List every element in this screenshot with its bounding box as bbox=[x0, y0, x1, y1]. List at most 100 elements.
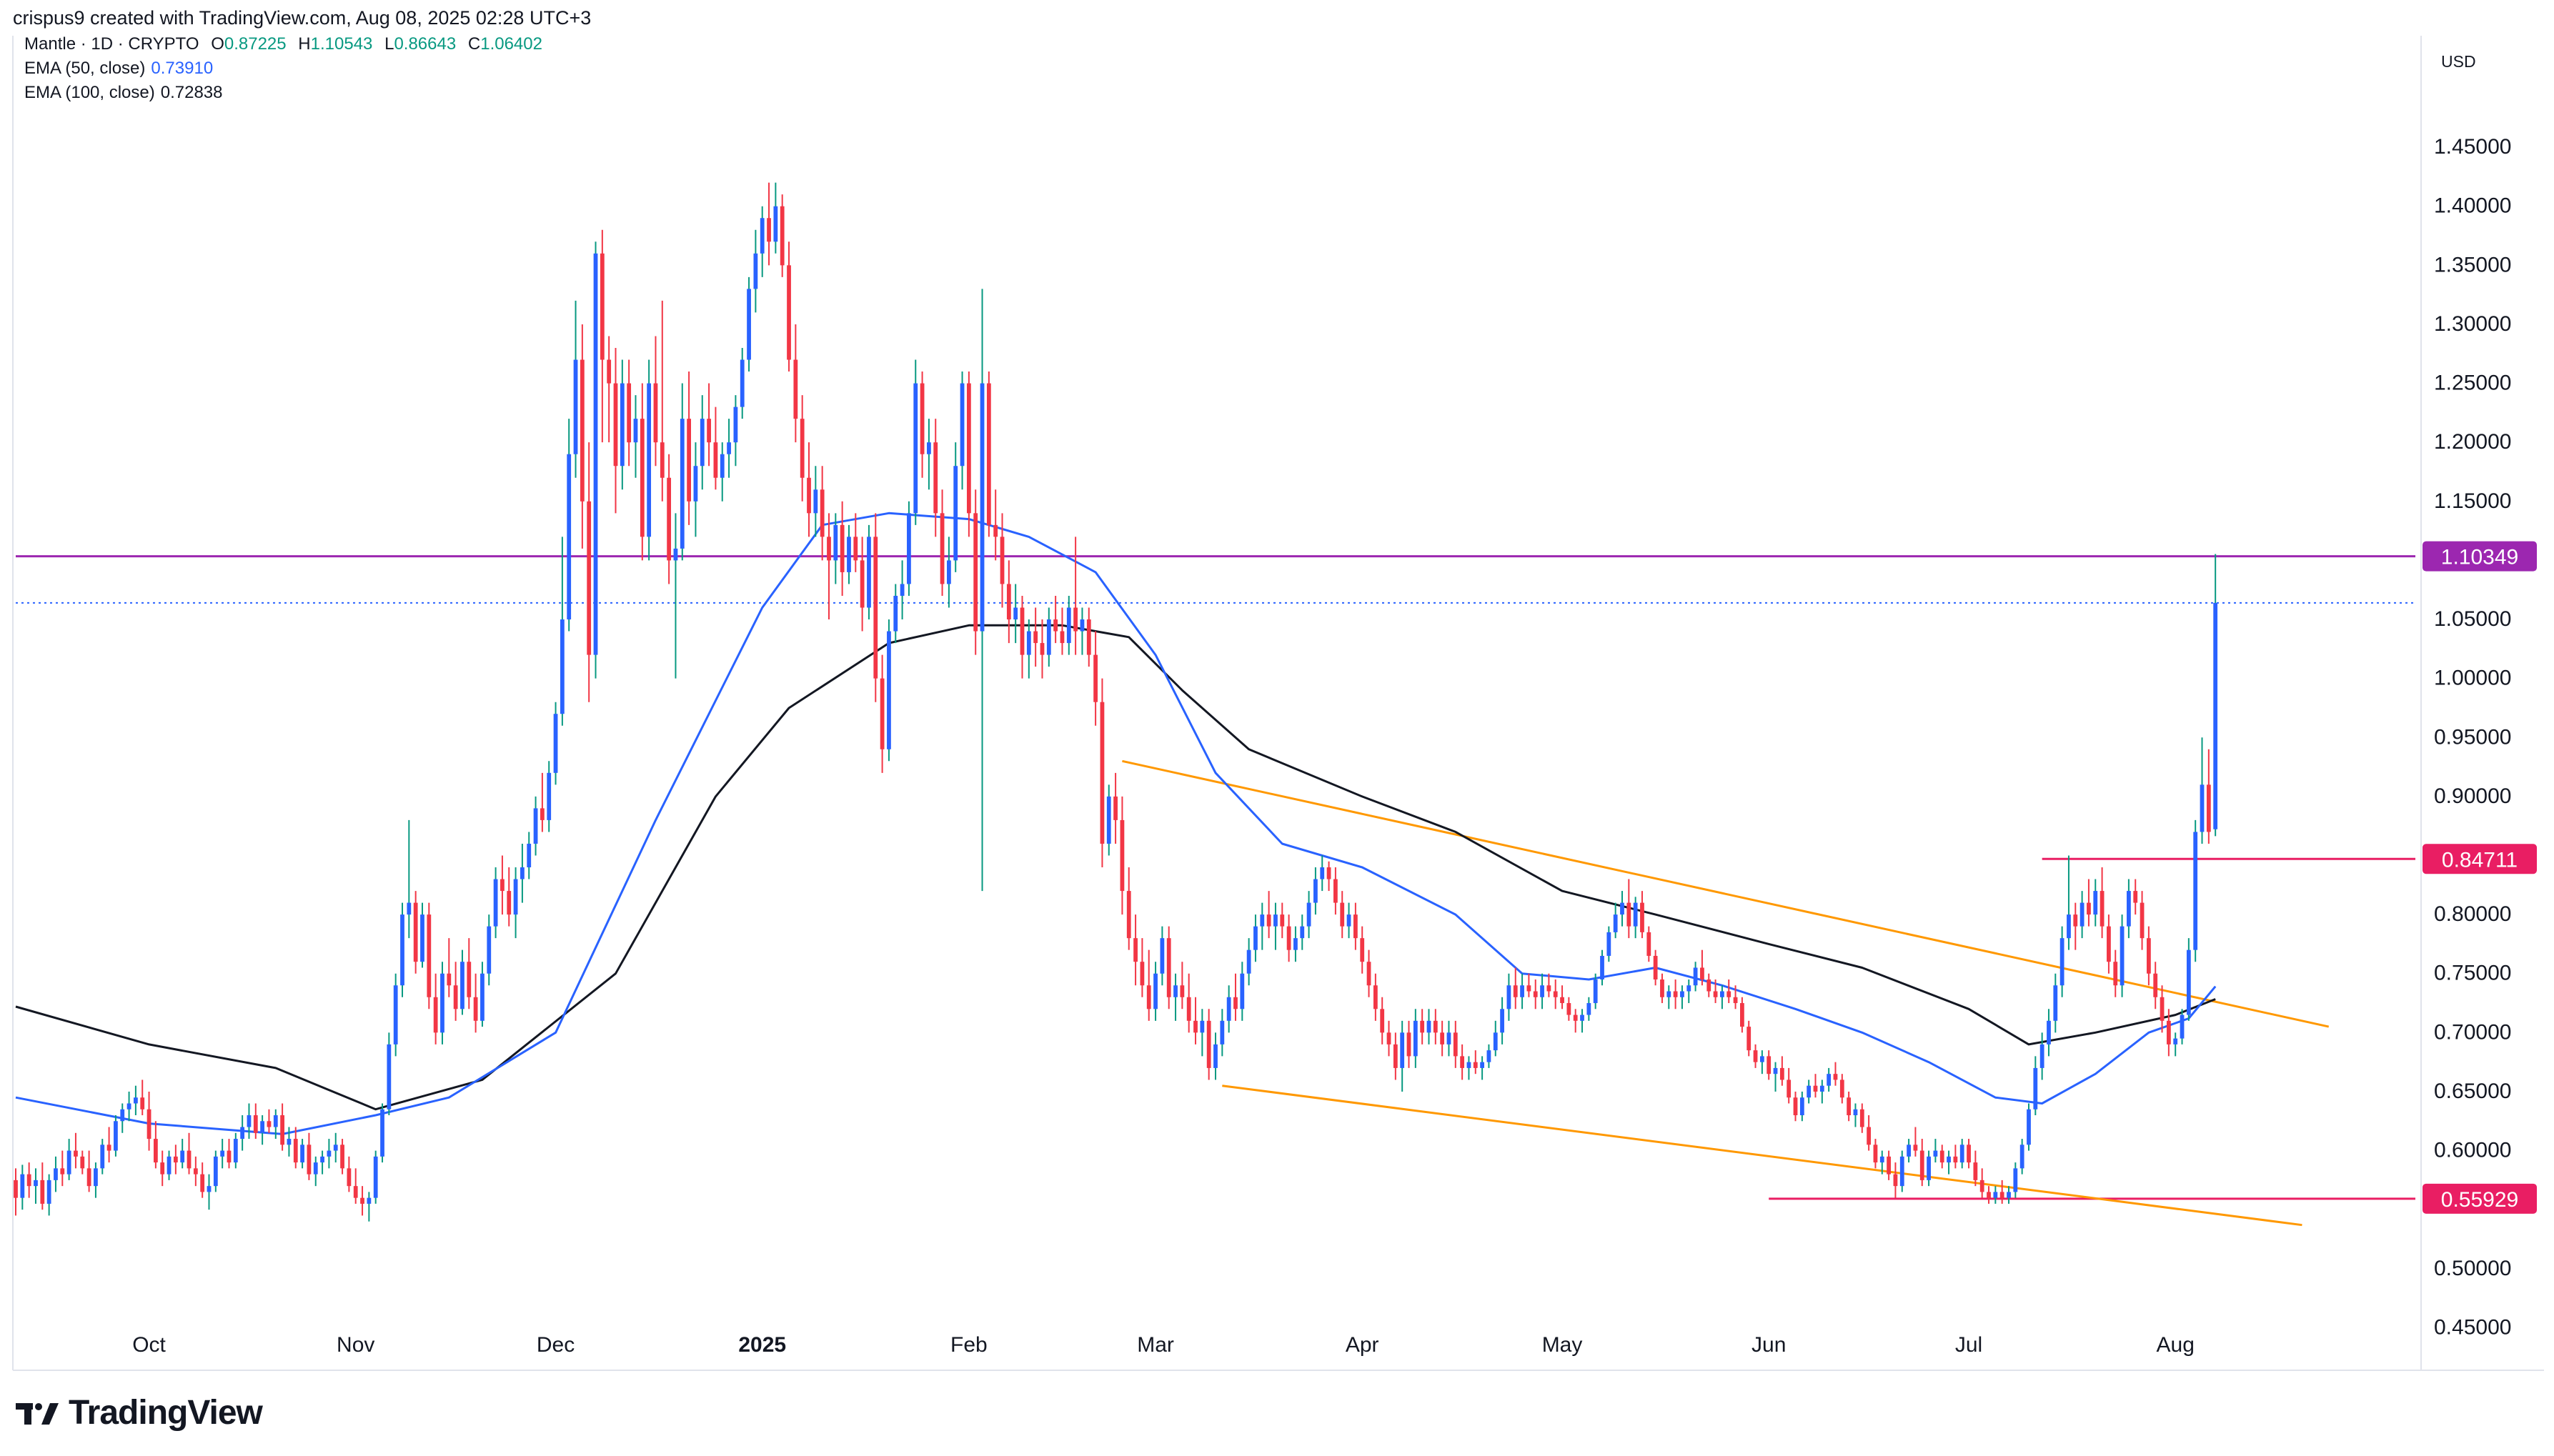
candle-body bbox=[2146, 938, 2151, 974]
candle-body bbox=[1879, 1156, 1884, 1163]
candle-body bbox=[1813, 1085, 1818, 1092]
candle-body bbox=[2133, 891, 2138, 903]
candle-body bbox=[993, 524, 998, 537]
candle-body bbox=[1553, 991, 1558, 997]
time-tick-label: 2025 bbox=[738, 1333, 786, 1357]
candle-body bbox=[1320, 867, 1325, 879]
candle-body bbox=[787, 265, 791, 360]
price-tick-label: 0.95000 bbox=[2434, 725, 2511, 749]
ema100-line bbox=[15, 624, 2216, 1111]
candle-body bbox=[1779, 1067, 1784, 1080]
candle-body bbox=[94, 1168, 98, 1187]
candle-body bbox=[1967, 1145, 1971, 1163]
legend-symbol-row: Mantle · 1D · CRYPTO O0.87225 H1.10543 L… bbox=[24, 34, 542, 54]
candle-body bbox=[1753, 1050, 1758, 1062]
price-tick-label: 1.30000 bbox=[2434, 312, 2511, 336]
candle-body bbox=[1233, 997, 1238, 1009]
candle-body bbox=[20, 1174, 25, 1198]
candle-body bbox=[1000, 537, 1005, 584]
candle-body bbox=[1546, 985, 1551, 992]
candle-body bbox=[1086, 619, 1091, 655]
candle-body bbox=[287, 1139, 292, 1145]
price-tick-label: 0.70000 bbox=[2434, 1020, 2511, 1044]
candle-body bbox=[193, 1168, 198, 1175]
candle-body bbox=[80, 1156, 85, 1169]
candle-body bbox=[1360, 938, 1365, 962]
candle-body bbox=[533, 808, 538, 844]
candle-body bbox=[1333, 879, 1338, 903]
candle-body bbox=[200, 1174, 205, 1192]
candle-body bbox=[213, 1156, 218, 1187]
candle-body bbox=[1767, 1056, 1772, 1074]
candle-body bbox=[2166, 1020, 2171, 1044]
candle-body bbox=[153, 1139, 158, 1163]
candle-body bbox=[1933, 1150, 1938, 1157]
candle-body bbox=[1106, 796, 1111, 844]
time-tick-label: Feb bbox=[950, 1333, 988, 1357]
currency-label[interactable]: USD bbox=[2441, 52, 2476, 71]
candle-body bbox=[1406, 1032, 1411, 1057]
candle-body bbox=[1580, 1014, 1584, 1021]
candle-body bbox=[2073, 914, 2078, 927]
candle-body bbox=[1526, 985, 1531, 992]
candle-body bbox=[1373, 985, 1378, 1009]
candle-body bbox=[1847, 1097, 1852, 1116]
candle-body bbox=[1026, 631, 1031, 655]
candle-body bbox=[927, 442, 931, 454]
candle-body bbox=[180, 1150, 185, 1163]
candle-body bbox=[1260, 914, 1265, 927]
symbol-label[interactable]: Mantle · 1D · CRYPTO bbox=[24, 34, 199, 54]
candle-body bbox=[1313, 879, 1318, 903]
ema100-value: 0.72838 bbox=[160, 83, 223, 102]
time-tick-label: Nov bbox=[337, 1333, 374, 1357]
candle-body bbox=[966, 383, 971, 514]
candle-body bbox=[1133, 938, 1138, 962]
candle-body bbox=[2107, 926, 2111, 962]
price-tick-label: 1.05000 bbox=[2434, 607, 2511, 631]
candle-body bbox=[1787, 1079, 1792, 1098]
candle-body bbox=[1440, 1032, 1445, 1044]
candle-body bbox=[1653, 955, 1658, 979]
legend-ema50-row[interactable]: EMA (50, close) 0.73910 bbox=[24, 59, 213, 79]
candle-body bbox=[760, 218, 765, 254]
candle-body bbox=[66, 1150, 71, 1175]
candle-body bbox=[320, 1156, 324, 1163]
candle-body bbox=[387, 1044, 392, 1110]
candle-body bbox=[600, 253, 605, 360]
candle-body bbox=[1080, 619, 1085, 632]
candle-body bbox=[1493, 1032, 1498, 1051]
candle-body bbox=[1713, 991, 1718, 997]
candle-body bbox=[946, 560, 951, 584]
candle-body bbox=[2033, 1067, 2038, 1110]
tradingview-logo[interactable]: TradingView bbox=[16, 1393, 263, 1432]
candle-body bbox=[1673, 991, 1678, 997]
candle-body bbox=[780, 206, 785, 266]
legend-ema100-row[interactable]: EMA (100, close) 0.72838 bbox=[24, 83, 223, 103]
candle-body bbox=[420, 914, 424, 962]
candle-body bbox=[160, 1162, 165, 1175]
candle-body bbox=[1100, 702, 1105, 844]
price-tick-label: 0.65000 bbox=[2434, 1079, 2511, 1103]
candle-body bbox=[933, 442, 938, 514]
candle-body bbox=[1393, 1044, 1398, 1068]
candle-body bbox=[1206, 1020, 1211, 1068]
candle-body bbox=[680, 419, 685, 549]
candle-body bbox=[986, 383, 991, 525]
candle-body bbox=[893, 595, 898, 632]
candle-body bbox=[40, 1180, 45, 1204]
candle-body bbox=[907, 513, 911, 584]
candle-body bbox=[440, 973, 444, 1033]
candle-body bbox=[767, 218, 771, 242]
candle-body bbox=[227, 1150, 232, 1163]
candle-body bbox=[480, 973, 485, 1021]
candle-body bbox=[840, 524, 845, 572]
ohlc-close-value: 1.06402 bbox=[480, 34, 542, 54]
candle-body bbox=[973, 513, 978, 632]
candle-body bbox=[373, 1156, 378, 1198]
candle-body bbox=[560, 619, 565, 714]
candle-body bbox=[1586, 1003, 1591, 1015]
candle-body bbox=[1486, 1050, 1491, 1062]
price-tick-label: 0.60000 bbox=[2434, 1139, 2511, 1162]
candle-body bbox=[1466, 1062, 1471, 1068]
